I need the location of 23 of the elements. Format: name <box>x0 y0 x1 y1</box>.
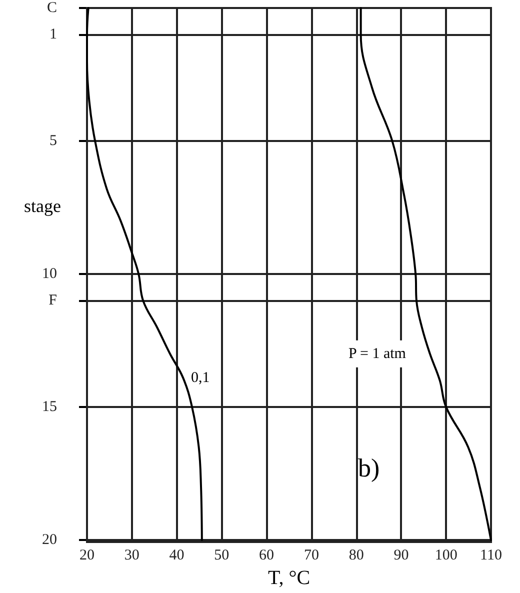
y-tick-label: C <box>46 0 57 16</box>
x-tick-label: 100 <box>434 548 458 564</box>
y-tick-label: 20 <box>42 532 57 548</box>
x-tick-label: 70 <box>304 548 319 564</box>
series-label: 0,1 <box>191 370 210 386</box>
x-axis-title: T, °C <box>268 567 310 589</box>
series-label: P = 1 atm <box>348 346 406 362</box>
x-tick-label: 30 <box>124 548 140 564</box>
y-tick-label: 10 <box>42 266 57 282</box>
annotation: b) <box>358 454 380 482</box>
x-tick-label: 90 <box>394 548 409 564</box>
y-tick-label: F <box>48 292 57 309</box>
y-axis-title: stage <box>24 196 61 216</box>
y-tick-label: 5 <box>50 133 57 150</box>
x-tick-label: 50 <box>214 548 230 564</box>
line-series <box>360 7 492 542</box>
x-tick-label: 80 <box>348 548 364 564</box>
x-tick-label: 20 <box>80 548 94 564</box>
x-tick-label: 40 <box>169 548 184 564</box>
x-tick-label: 110 <box>480 548 502 564</box>
y-tick-label: 15 <box>42 399 57 416</box>
y-tick-label: 1 <box>50 26 57 43</box>
x-tick-label: 60 <box>259 548 274 564</box>
